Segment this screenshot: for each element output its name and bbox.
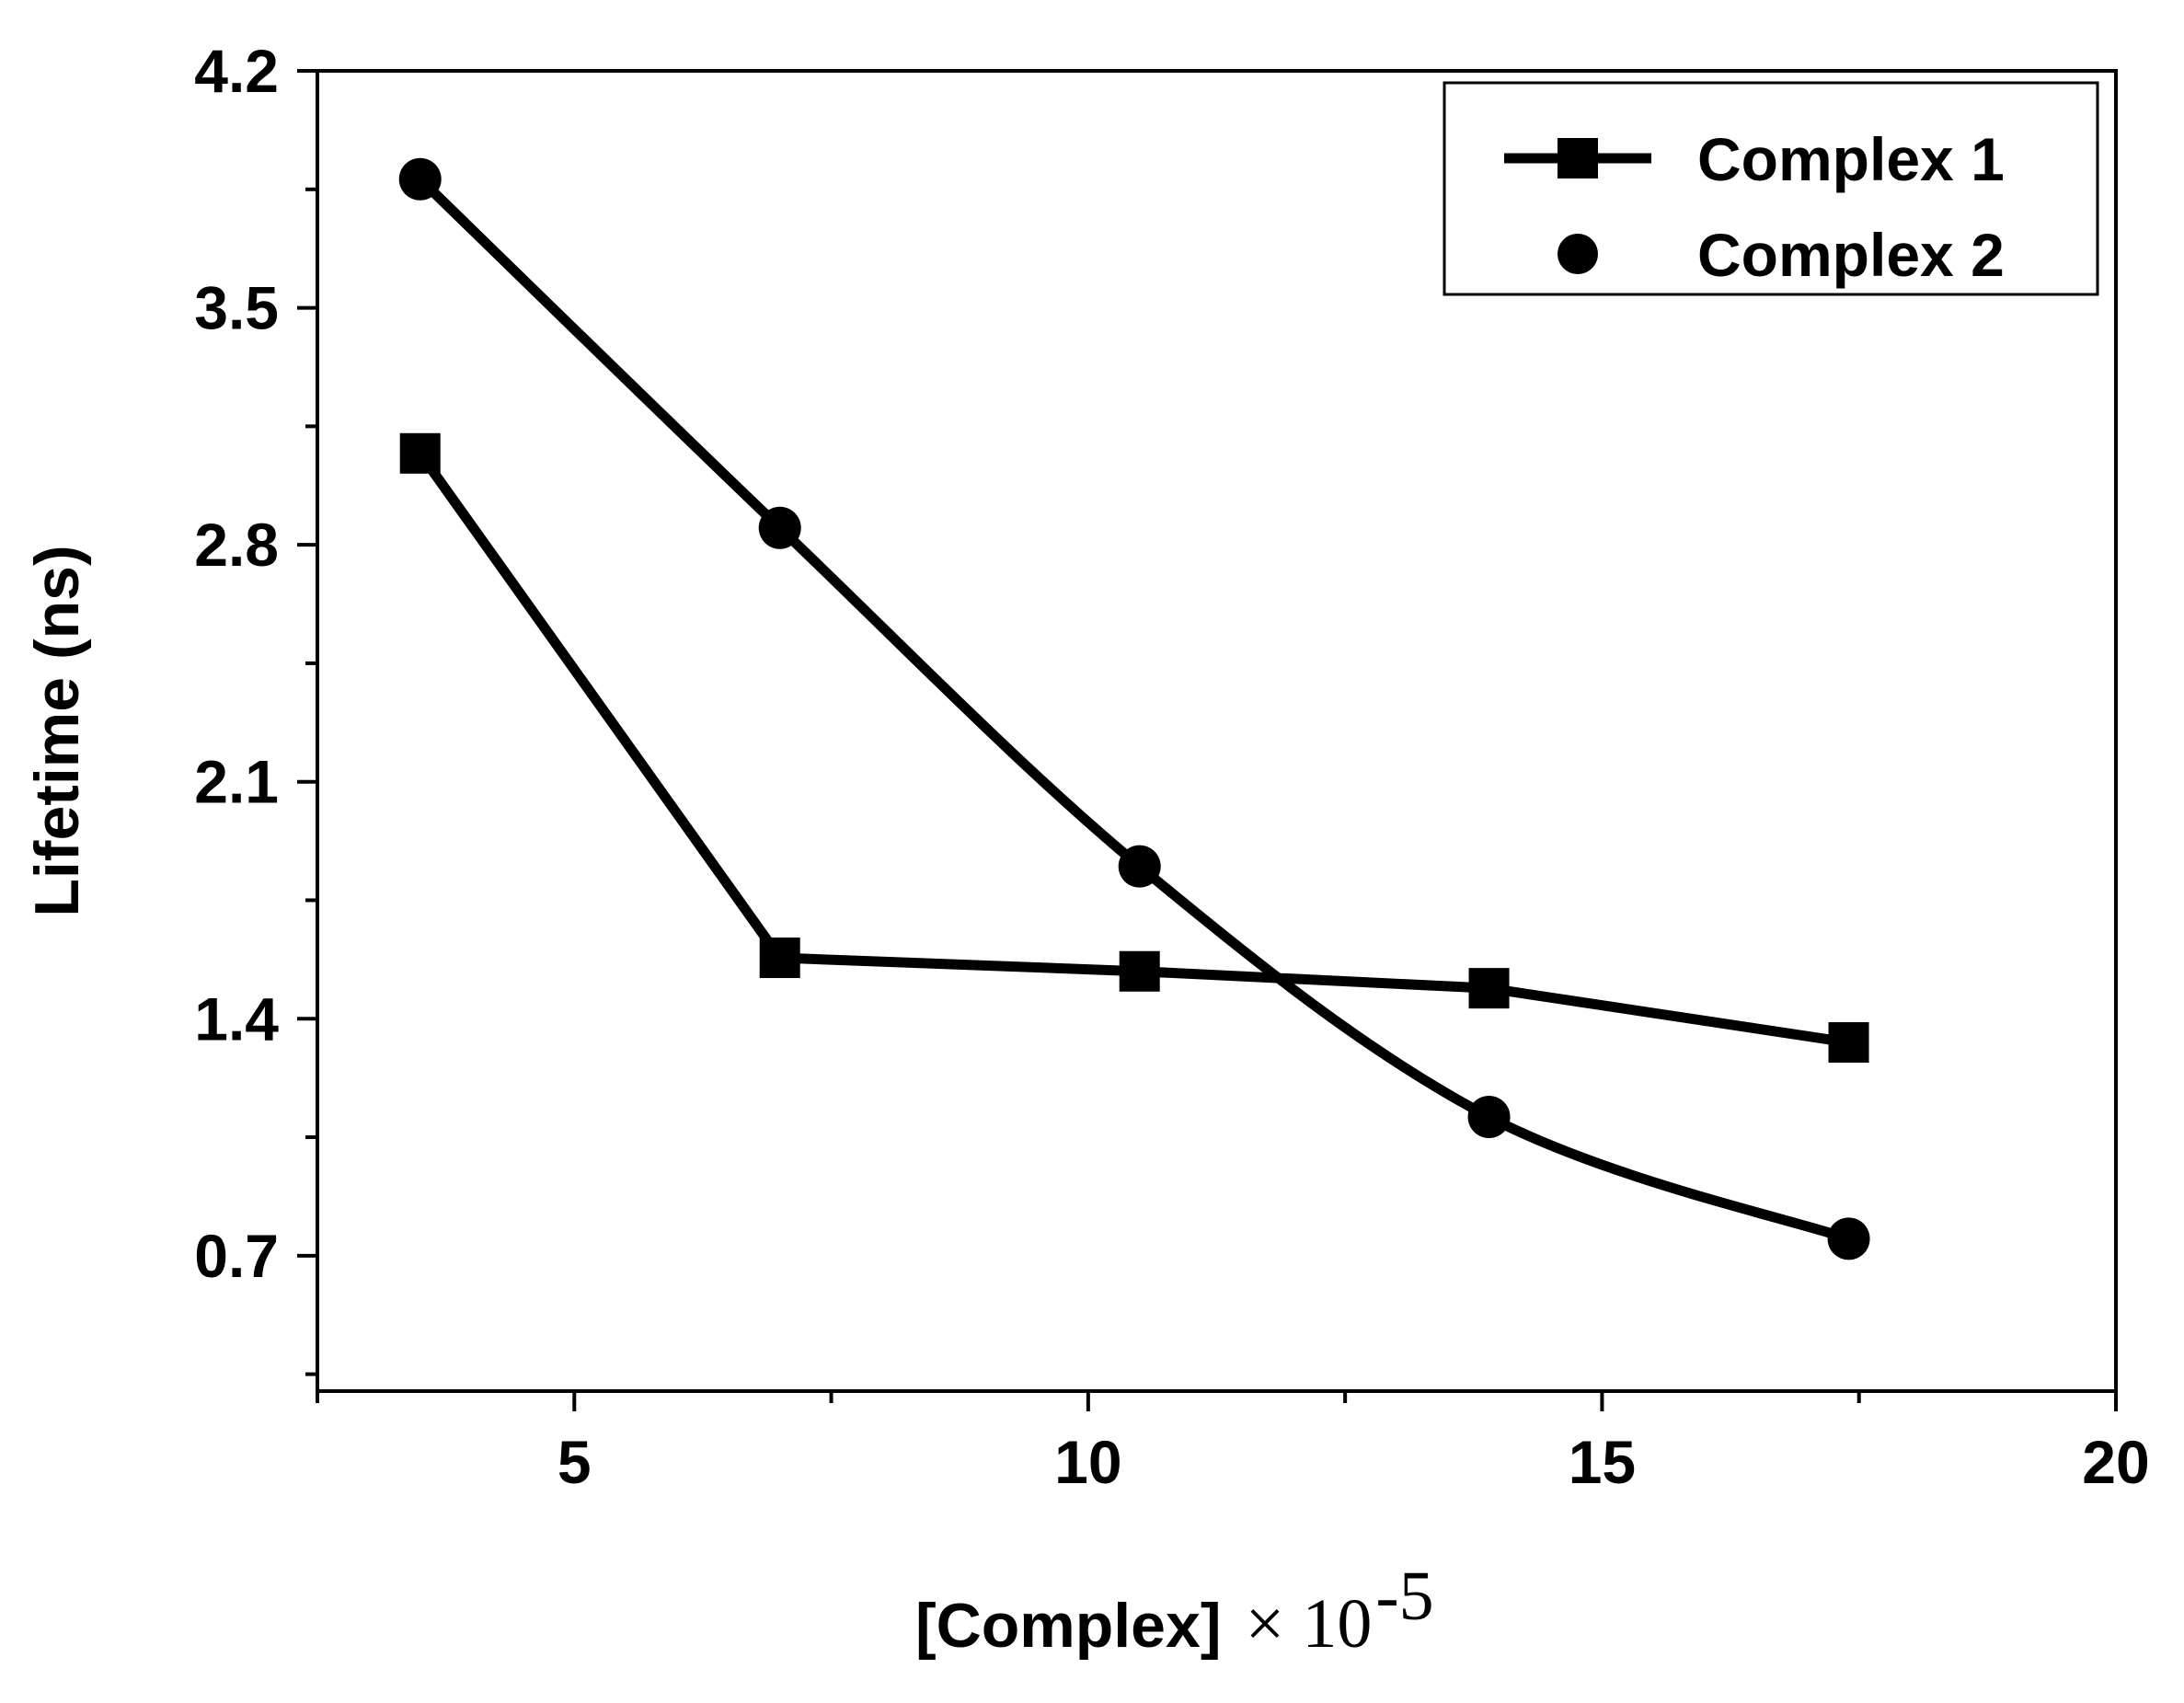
x-axis-label-text: [Complex] <box>915 1591 1221 1661</box>
series-2-point <box>1467 1095 1511 1138</box>
series-2-line <box>415 174 1855 1244</box>
series-2-point <box>398 157 442 201</box>
axis-labels: Lifetime (ns) [Complex] × 10 -5 <box>22 545 1434 1663</box>
x-tick-label: 15 <box>1569 1428 1636 1496</box>
series-1-point <box>1468 968 1510 1009</box>
series-1-point <box>1828 1022 1869 1064</box>
x-tick-label: 5 <box>557 1428 592 1496</box>
x-axis-label-multiplier: × 10 <box>1245 1585 1372 1663</box>
legend-series-1-marker <box>1558 138 1598 178</box>
series-2-point <box>1827 1217 1870 1260</box>
series-1-point <box>399 432 441 474</box>
x-tick-label: 10 <box>1054 1428 1121 1496</box>
y-tick-label: 3.5 <box>194 274 279 342</box>
series-2-point <box>758 506 801 549</box>
y-tick-label: 2.1 <box>194 748 279 816</box>
series-1-point <box>1119 950 1160 992</box>
series-2-point <box>1118 845 1161 888</box>
x-axis-label: [Complex] × 10 -5 <box>915 1558 1434 1663</box>
series-1-point <box>759 938 800 979</box>
y-tick-label: 4.2 <box>194 37 279 105</box>
y-tick-label: 0.7 <box>194 1222 279 1290</box>
x-tick-label: 20 <box>2082 1428 2149 1496</box>
legend-series-2-marker <box>1558 234 1598 274</box>
y-axis-label: Lifetime (ns) <box>22 545 92 916</box>
legend-series-2-label: Complex 2 <box>1697 221 2005 289</box>
axes: 5 10 15 20 0.7 1.4 2.1 2.8 3.5 4.2 <box>194 37 2149 1496</box>
legend: Complex 1 Complex 2 <box>1443 81 2099 296</box>
series-layer <box>398 157 1870 1260</box>
legend-series-1-label: Complex 1 <box>1697 125 2005 193</box>
legend-box <box>1443 81 2099 296</box>
plot-frame <box>316 69 2118 1393</box>
y-tick-label: 1.4 <box>194 984 279 1053</box>
x-axis-label-exponent: -5 <box>1375 1558 1433 1635</box>
y-tick-label: 2.8 <box>194 511 279 579</box>
